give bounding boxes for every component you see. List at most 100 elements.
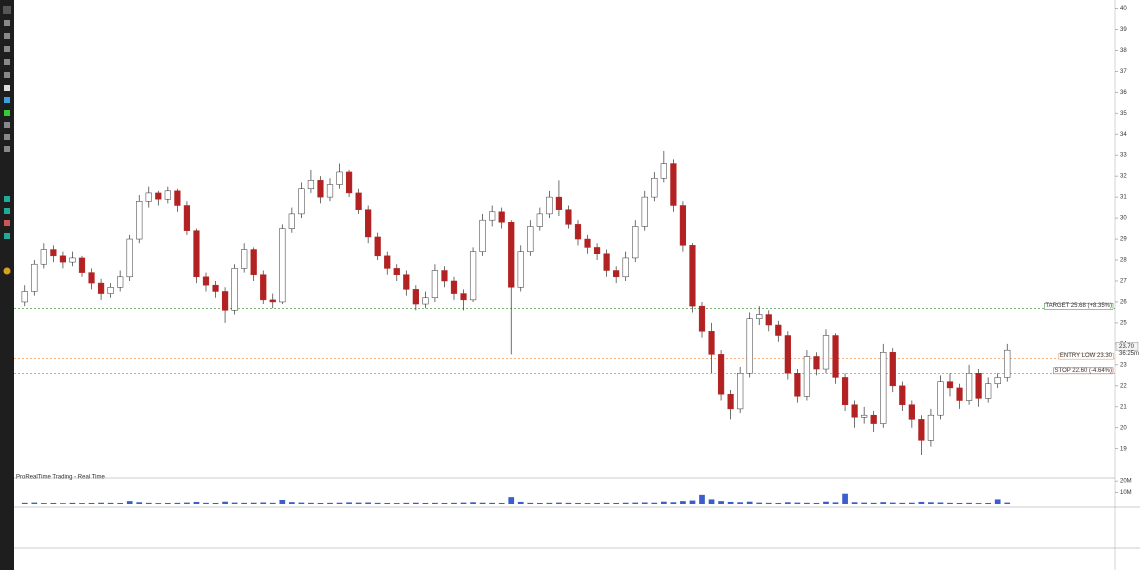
y-tick-label: 34 [1120,132,1127,138]
tool-icon[interactable] [4,59,10,65]
volume-bar [279,500,286,504]
tool-icon[interactable] [4,20,10,26]
y-tick-label: 27 [1120,279,1127,285]
candle-body [1004,349,1011,378]
candle-body [97,282,105,294]
tool-icon[interactable] [3,6,11,14]
volume-bar [88,502,95,504]
y-tick-label: 37 [1120,69,1127,75]
candle-body [298,188,305,215]
y-tick-label: 26 [1120,300,1127,306]
tool-icon[interactable] [3,267,11,275]
tool-icon[interactable] [4,85,10,91]
tool-icon[interactable] [4,146,10,152]
volume-bar [336,502,343,504]
candle-body [956,387,963,401]
tool-icon[interactable] [4,208,10,214]
candle-body [241,249,248,269]
tool-icon[interactable] [4,233,10,239]
volume-bar [69,502,76,504]
tool-icon[interactable] [4,122,10,128]
volume-bar [536,502,543,504]
volume-bar [479,502,486,504]
level-label-box [1044,302,1114,310]
candle-body [975,373,982,399]
y-tick-label: 23 [1120,362,1127,368]
candle-body [536,213,543,227]
candle-body [59,255,67,263]
candle-body [212,284,219,292]
tool-icon[interactable] [4,72,10,78]
candle-body [880,352,887,424]
volume-bar [508,497,515,504]
candle-body [336,171,343,185]
volume-bar [412,502,419,504]
volume-bar [784,502,791,504]
tool-icon[interactable] [4,134,10,140]
volume-bar [365,502,372,504]
volume-bar [956,502,963,504]
volume-bar [260,502,267,504]
candle-body [345,171,353,194]
candle-body [717,354,725,395]
volume-bar [889,502,896,504]
volume-bar [498,502,505,504]
candle-body [117,276,124,288]
candle-body [565,209,572,225]
volume-bar [651,502,658,504]
candle-body [822,335,830,370]
volume-bar [699,494,705,504]
tool-icon[interactable] [4,220,10,226]
volume-bar [79,503,85,504]
tool-icon[interactable] [4,97,10,103]
candle-body [841,377,849,405]
volume-bar [50,502,57,504]
volume-bar [603,502,610,504]
level-label-box [1053,367,1114,375]
level-label: ENTRY LOW 23.30 [1060,353,1113,359]
volume-bar [842,493,848,504]
y-tick-label: 30 [1120,216,1127,222]
volume-bar [451,502,457,504]
volume-bar [107,502,114,504]
level-label-box [1058,352,1114,360]
volume-bar [231,502,238,504]
candle-body [431,270,439,299]
volume-bar [813,502,820,504]
level-label: TARGET 25.68 (+8.35%) [1045,303,1112,309]
volume-bar [908,502,915,504]
candle-body [756,314,763,319]
candle-body [422,297,429,305]
tool-icon[interactable] [4,110,10,116]
candle-body [231,268,238,311]
candle-body [479,219,486,252]
volume-bar [403,502,410,504]
volume-bar [565,502,572,504]
candle-body [813,356,820,370]
volume-bar [937,502,944,504]
candle-body [469,251,477,301]
candle-body [727,393,734,410]
candle-body [384,255,391,269]
tool-icon[interactable] [4,33,10,39]
candle-body [670,163,677,206]
candle-body [317,180,324,198]
tool-icon[interactable] [4,46,10,52]
candle-body [374,236,381,257]
volume-bar [422,502,429,504]
source-label: ProRealTime Trading - Real Time [16,475,105,481]
y-tick-label: 28 [1120,258,1127,264]
volume-bar [460,502,467,504]
volume-bar [546,502,553,504]
candle-body [69,257,76,263]
tool-icon[interactable] [4,196,10,202]
volume-bar [374,502,381,504]
volume-bar [346,502,352,504]
candle-body [221,291,229,311]
volume-bar [31,502,38,504]
y-tick-label: 38 [1120,48,1127,54]
volume-bar [947,502,953,504]
candle-body [985,383,992,399]
candle-body [326,184,334,198]
